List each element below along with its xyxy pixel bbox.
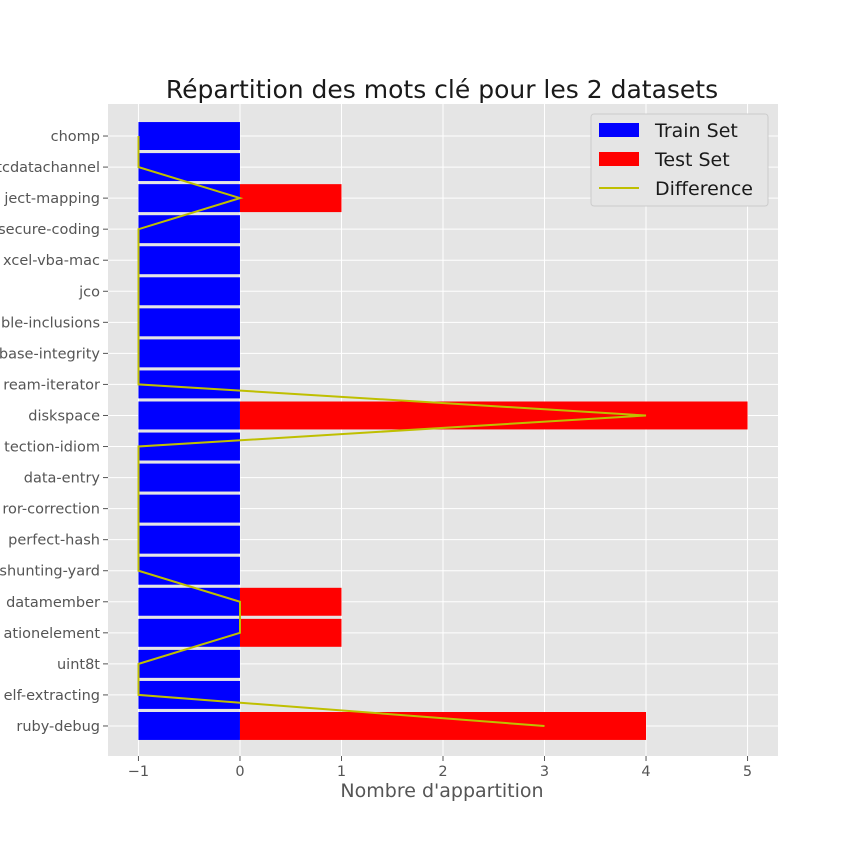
train-bar-ruby-debug (138, 712, 240, 740)
train-bar-shunting-yard (138, 556, 240, 585)
train-bar-error-correction (138, 494, 240, 523)
difference-line-layer (137, 136, 647, 727)
y-tick-label: tection-idiom (4, 440, 100, 456)
y-tick-label: data-entry (24, 471, 101, 487)
y-tick-label: ble-inclusions (1, 315, 100, 331)
y-tick-label: ream-iterator (3, 377, 100, 393)
y-tick-label: xcel-vba-mac (3, 253, 100, 269)
test-bar-ruby-debug (239, 712, 647, 740)
train-bar-relationelement (138, 618, 240, 647)
x-axis: −1 0 1 2 3 4 5 (128, 756, 752, 780)
x-tick-label: 5 (743, 764, 752, 780)
x-tick-label: 4 (641, 764, 650, 780)
y-axis: chomp rtcdatachannel ject-mapping secure-co… (0, 129, 108, 735)
train-bar-file-inclusions (138, 308, 240, 337)
test-bar-datamember (239, 587, 342, 616)
train-bar-rtcdatachannel (138, 153, 240, 182)
y-tick-label: datamember (6, 595, 100, 611)
y-tick-label: uint8t (57, 657, 100, 673)
y-tick-label: elf-extracting (4, 688, 100, 704)
legend: Train Set Test Set Difference (590, 113, 769, 207)
test-bar-relationelement (239, 618, 342, 647)
x-axis-label: Nombre d'appartition (340, 780, 543, 802)
y-tick-label: shunting-yard (0, 564, 100, 580)
chart-title: Répartition des mots clé pour les 2 data… (166, 75, 718, 104)
y-tick-label: diskspace (28, 408, 100, 424)
train-bar-self-extracting (138, 680, 240, 709)
x-tick-label: −1 (128, 764, 149, 780)
train-bar-database-integrity (138, 339, 240, 368)
test-bar-object-mapping (239, 184, 342, 213)
y-tick-label: secure-coding (0, 222, 100, 238)
x-tick-label: 2 (438, 764, 447, 780)
train-bar-uint8t (138, 649, 240, 678)
train-bar-data-entry (138, 463, 240, 492)
y-tick-label: ror-correction (2, 502, 100, 518)
y-tick-label: base-integrity (0, 346, 100, 362)
train-bar-object-mapping (138, 184, 240, 213)
train-bar-detection-idiom (138, 432, 240, 461)
train-bar-chomp (138, 122, 240, 150)
legend-difference-label: Difference (655, 178, 753, 200)
y-tick-label: chomp (51, 129, 100, 145)
legend-test-label: Test Set (654, 149, 730, 171)
y-tick-label: ject-mapping (3, 191, 100, 207)
x-tick-label: 3 (540, 764, 549, 780)
train-bar-secure-coding (138, 215, 240, 244)
train-bar-datamember (138, 587, 240, 616)
train-bar-perfect-hash (138, 525, 240, 554)
x-tick-label: 1 (337, 764, 346, 780)
y-tick-label: ruby-debug (16, 719, 100, 735)
legend-train-swatch (599, 123, 639, 137)
train-bar-jco (138, 277, 240, 306)
difference-line (137, 136, 647, 727)
train-bar-diskspace (138, 401, 240, 430)
legend-train-label: Train Set (654, 120, 738, 142)
x-tick-label: 0 (235, 764, 244, 780)
y-tick-label: ationelement (4, 626, 101, 642)
train-bar-excel-vba-mac (138, 246, 240, 275)
y-tick-label: perfect-hash (8, 533, 100, 549)
legend-test-swatch (599, 152, 639, 166)
y-tick-label: rtcdatachannel (0, 160, 100, 176)
y-tick-label: jco (78, 284, 100, 300)
train-bar-stream-iterator (138, 370, 240, 399)
